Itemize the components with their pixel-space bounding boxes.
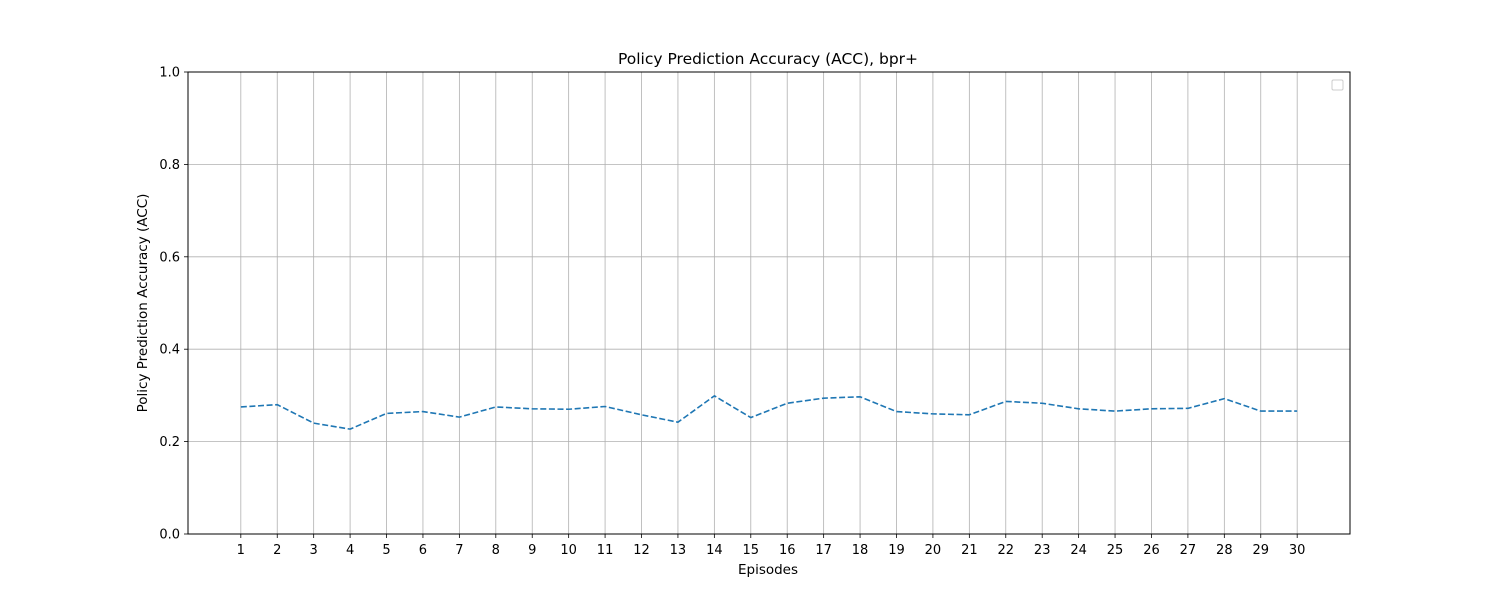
x-tick-label: 23: [1034, 543, 1051, 558]
y-axis: 0.0 0.2 0.4 0.6 0.8 1.0: [159, 66, 188, 543]
x-tick-label: 16: [779, 543, 796, 558]
x-tick-label: 4: [346, 543, 354, 558]
x-tick-label: 7: [455, 543, 463, 558]
x-tick-label: 26: [1143, 543, 1160, 558]
x-tick-label: 1: [237, 543, 245, 558]
x-tick-label: 17: [815, 543, 832, 558]
y-tick-label: 0.2: [159, 435, 180, 450]
series-layer: [240, 395, 1298, 430]
x-tick-label: 15: [743, 543, 760, 558]
y-tick-label: 0.8: [159, 158, 180, 173]
x-tick-label: 6: [419, 543, 427, 558]
x-tick-label: 19: [888, 543, 905, 558]
x-tick-label: 22: [997, 543, 1014, 558]
y-tick-label: 1.0: [159, 66, 180, 81]
y-tick-label: 0.0: [159, 528, 180, 543]
legend: [1331, 79, 1344, 91]
series-line: [240, 395, 1298, 430]
y-axis-label: Policy Prediction Accuracy (ACC): [135, 194, 151, 413]
x-tick-label: 27: [1180, 543, 1197, 558]
chart-title: Policy Prediction Accuracy (ACC), bpr+: [618, 50, 918, 68]
grid: [188, 71, 1350, 535]
x-tick-label: 12: [633, 543, 650, 558]
x-tick-label: 13: [670, 543, 687, 558]
x-tick-label: 28: [1216, 543, 1233, 558]
x-axis-label: Episodes: [738, 562, 798, 578]
x-tick-label: 24: [1070, 543, 1087, 558]
x-tick-label: 30: [1289, 543, 1306, 558]
x-tick-label: 20: [925, 543, 942, 558]
x-axis: 1 2 3 4 5 6 7 8 9 10 11 12 13 14 15 16 17 18 19 20 21 22 23 24 2…: [237, 534, 1306, 558]
x-tick-label: 9: [528, 543, 536, 558]
x-tick-label: 5: [382, 543, 390, 558]
x-tick-label: 11: [597, 543, 614, 558]
y-tick-label: 0.6: [159, 250, 180, 265]
x-tick-label: 8: [492, 543, 500, 558]
x-tick-label: 3: [310, 543, 318, 558]
x-tick-label: 18: [852, 543, 869, 558]
x-tick-label: 21: [961, 543, 978, 558]
y-tick-label: 0.4: [159, 343, 180, 358]
x-tick-label: 14: [706, 543, 723, 558]
x-tick-label: 29: [1252, 543, 1269, 558]
x-tick-label: 2: [273, 543, 281, 558]
x-tick-label: 10: [560, 543, 577, 558]
x-tick-label: 25: [1107, 543, 1124, 558]
plot-frame: [187, 71, 1351, 535]
